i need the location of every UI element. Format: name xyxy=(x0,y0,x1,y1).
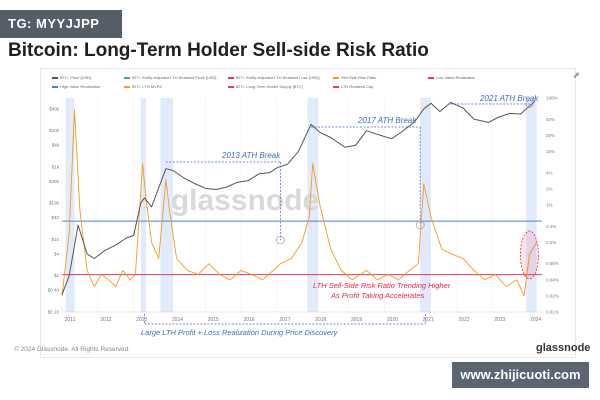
legend-label: LTH Realized Cap xyxy=(341,84,374,89)
y-tick-label-left: $4k xyxy=(52,143,60,148)
legend-label: BTC: Long-Term Holder Supply [BTC] xyxy=(236,84,303,89)
x-tick-label: 2013 xyxy=(136,317,147,323)
legend-swatch xyxy=(52,76,58,79)
y-tick-label-left: $400 xyxy=(49,179,60,184)
ath-2021-marker xyxy=(525,100,534,108)
legend-label: Low Value Realization xyxy=(436,75,476,80)
series-line-sell-side-risk-ratio xyxy=(61,109,537,297)
x-tick-label: 2020 xyxy=(387,317,398,323)
legend-item[interactable]: BTC: Price [USD] xyxy=(52,73,91,82)
highlight-band xyxy=(160,98,174,312)
y-tick-label-left: $1 xyxy=(54,273,60,278)
x-tick-label: 2017 xyxy=(279,317,290,323)
y-tick-label-left: $10 xyxy=(51,237,59,242)
legend-swatch xyxy=(228,76,234,79)
ath-2017-marker xyxy=(415,220,425,230)
share-icon[interactable]: ⬈ xyxy=(572,70,580,80)
series-line-btc-price xyxy=(61,100,536,295)
x-tick-label: 2016 xyxy=(244,317,255,323)
y-tick-label-left: $100 xyxy=(49,201,60,206)
legend-label: Sell-Side Risk Ratio xyxy=(341,75,377,80)
ath-2017-label: 2017 ATH Break xyxy=(357,116,417,125)
y-tick-label-right: 0.02% xyxy=(546,293,559,298)
legend-label: BTC: Entity-Adjusted LTH Realized Loss [… xyxy=(236,75,320,80)
risk-ratio-chart: glassnode $0.10 $0.40 $1 $4 $10 $40 $100 $400 $1… xyxy=(48,94,559,337)
x-tick-label: 2019 xyxy=(351,317,362,323)
x-tick-label: 2023 xyxy=(494,317,505,323)
x-axis-labels: 2011 2012 2013 2014 2015 2016 2017 2018 2019 2020… xyxy=(65,317,542,323)
legend-label: BTC: LTH-MVRV xyxy=(132,84,163,89)
y-tick-label-left: $10k xyxy=(49,128,60,133)
x-tick-label: 2015 xyxy=(208,317,219,323)
y-tick-label-left: $1k xyxy=(52,164,60,169)
y-tick-label-right: 0.2% xyxy=(546,240,556,245)
ath-2013-label: 2013 ATH Break xyxy=(221,151,281,160)
legend-item[interactable]: Sell-Side Risk Ratio xyxy=(333,73,376,82)
copyright-note: © 2024 Glassnode. All Rights Reserved. xyxy=(14,346,131,353)
legend-item[interactable]: BTC: Entity-Adjusted LTH Realized Loss [… xyxy=(228,73,320,82)
y-tick-label-right: 4% xyxy=(546,170,553,175)
y-tick-label-right: 40% xyxy=(546,117,555,122)
highlight-band xyxy=(525,98,537,312)
y-tick-label-right: 0.08% xyxy=(546,261,559,266)
glassnode-watermark: glassnode xyxy=(171,184,319,217)
legend-item[interactable]: BTC: Long-Term Holder Supply [BTC] xyxy=(228,82,303,91)
y-tick-label-right: 20% xyxy=(546,133,555,138)
y-tick-label-left: $0.40 xyxy=(48,288,60,293)
glassnode-logo: glassnode xyxy=(536,342,591,354)
legend-swatch xyxy=(124,85,130,88)
site-watermark: www.zhijicuoti.com xyxy=(452,362,589,388)
y-tick-label-right: 10% xyxy=(546,149,555,154)
x-tick-label: 2011 xyxy=(65,317,76,323)
legend-item[interactable]: BTC: LTH-MVRV xyxy=(124,82,162,91)
trend-label-line2: As Profit Taking Accelerates xyxy=(330,291,424,300)
legend-item[interactable]: Low Value Realization xyxy=(428,73,475,82)
y-tick-label-right: 100% xyxy=(546,96,558,101)
y-tick-label-right: 1% xyxy=(546,203,553,208)
ath-2013-marker xyxy=(276,235,285,245)
y-tick-label-left: $0.10 xyxy=(48,310,60,315)
legend-label: BTC: Price [USD] xyxy=(60,75,92,80)
y-tick-label-left: $40k xyxy=(49,106,60,111)
x-tick-label: 2018 xyxy=(315,317,326,323)
legend-swatch xyxy=(228,85,234,88)
page-title: Bitcoin: Long-Term Holder Sell-side Risk… xyxy=(8,40,429,61)
legend-swatch xyxy=(333,76,339,79)
series-lines xyxy=(61,100,537,297)
x-tick-label: 2021 xyxy=(423,317,434,323)
legend-item[interactable]: High Value Realization xyxy=(52,82,100,91)
price-discovery-label: Large LTH Profit + Loss Realization Duri… xyxy=(141,328,339,337)
recent-ratio-highlight xyxy=(520,230,539,280)
legend-label: High Value Realization xyxy=(60,84,101,89)
legend-label: BTC: Entity-Adjusted LTH Realized Profit… xyxy=(132,75,217,80)
legend-swatch xyxy=(124,76,130,79)
x-tick-label: 2012 xyxy=(100,317,111,323)
annotations: 2013 ATH Break 2017 ATH Break 2021 ATH Bre… xyxy=(141,94,539,337)
y-axis-left-labels: $0.10 $0.40 $1 $4 $10 $40 $100 $400 $1k $4k $10k $4… xyxy=(48,106,60,314)
legend-item[interactable]: LTH Realized Cap xyxy=(333,82,373,91)
legend-swatch xyxy=(428,76,434,79)
threshold-lines xyxy=(62,220,542,276)
x-tick-label: 2022 xyxy=(458,317,469,323)
legend-swatch xyxy=(52,85,58,88)
y-tick-label-right: 0.01% xyxy=(546,310,559,315)
trend-label-line1: LTH Sell-Side Risk Ratio Trending Higher xyxy=(313,281,451,290)
legend-swatch xyxy=(333,85,339,88)
y-tick-label-left: $4 xyxy=(54,251,60,256)
highlight-band xyxy=(140,98,147,312)
x-tick-label: 2024 xyxy=(530,317,541,323)
y-tick-label-right: 0.04% xyxy=(546,277,559,282)
highlight-band xyxy=(420,98,431,312)
ath-2021-label: 2021 ATH Break xyxy=(479,94,539,103)
y-tick-label-right: 2% xyxy=(546,186,553,191)
legend-item[interactable]: BTC: Entity-Adjusted LTH Realized Profit… xyxy=(124,73,216,82)
x-tick-label: 2014 xyxy=(172,317,183,323)
y-axis-right-labels: 0.01% 0.02% 0.04% 0.08% 0.2% 0.4% 1% 2% 4% 10% 20%… xyxy=(546,96,559,315)
y-tick-label-left: $40 xyxy=(51,215,59,220)
telegram-handle-badge: TG: MYYJJPP xyxy=(0,10,122,38)
y-tick-label-right: 0.4% xyxy=(546,224,556,229)
